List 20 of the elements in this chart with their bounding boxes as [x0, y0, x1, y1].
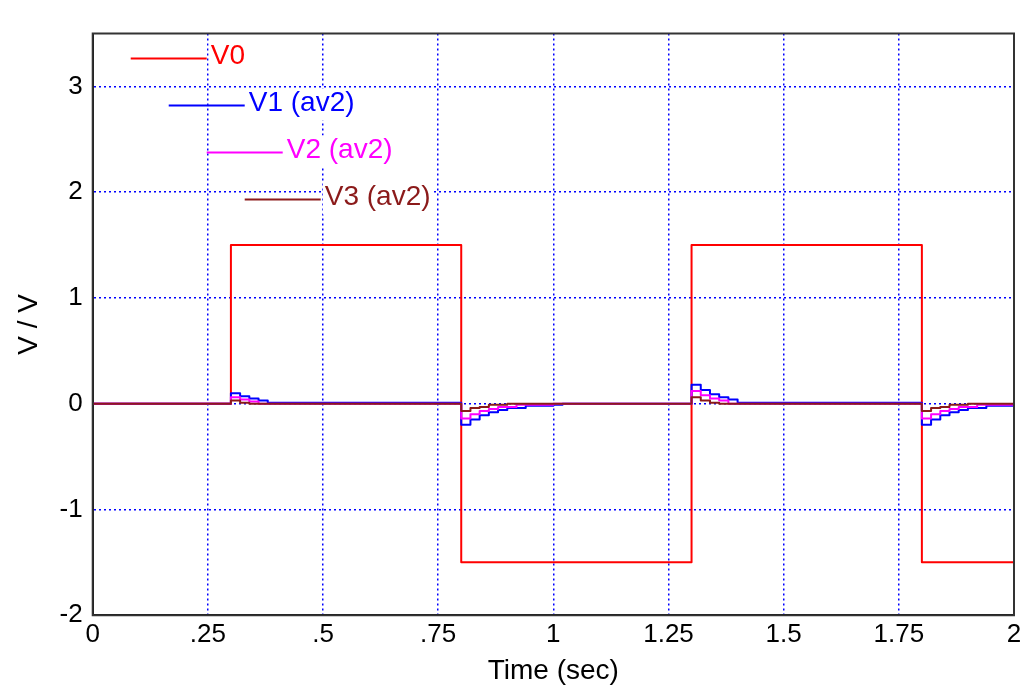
y-tick-label: -1	[59, 492, 83, 523]
y-axis-title: V / V	[11, 293, 43, 355]
y-tick-label: -2	[59, 598, 83, 629]
x-tick-label: 2	[1006, 617, 1022, 648]
x-axis-title: Time (sec)	[487, 653, 619, 685]
x-tick-label: 1.75	[873, 617, 925, 648]
x-tick-label: .75	[420, 617, 457, 648]
x-tick-label: 1.5	[765, 617, 802, 648]
y-tick-label: 0	[68, 386, 83, 417]
x-tick-label: .5	[312, 617, 334, 648]
y-tick-label: 1	[68, 281, 83, 312]
y-tick-label: 2	[68, 175, 83, 206]
legend-label: V3 (av2)	[324, 180, 431, 212]
legend-label: V1 (av2)	[248, 86, 355, 118]
legend-label: V0	[210, 39, 245, 71]
x-tick-label: 1.25	[643, 617, 694, 648]
x-tick-label: .25	[189, 617, 226, 648]
x-tick-label: 1	[546, 617, 561, 648]
legend-label: V2 (av2)	[286, 133, 393, 165]
y-tick-label: 3	[68, 69, 83, 100]
